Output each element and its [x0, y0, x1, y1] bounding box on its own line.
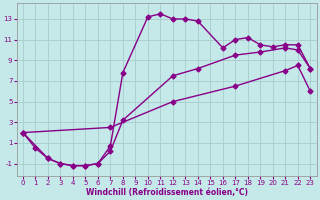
X-axis label: Windchill (Refroidissement éolien,°C): Windchill (Refroidissement éolien,°C): [85, 188, 248, 197]
